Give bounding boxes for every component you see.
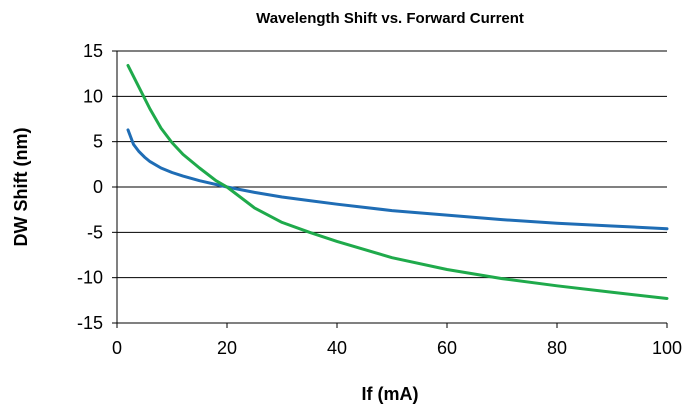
chart-title: Wavelength Shift vs. Forward Current: [256, 10, 524, 27]
x-axis-ticks: 0 20 40 60 80 100: [112, 323, 682, 358]
x-tick-label: 20: [217, 338, 237, 358]
y-tick-label: -10: [77, 268, 103, 288]
x-axis-title: If (mA): [362, 384, 419, 404]
y-axis-ticks: 15 10 5 0 -5 -10 -15: [77, 41, 117, 333]
y-tick-label: -5: [87, 222, 103, 242]
y-tick-label: 0: [93, 177, 103, 197]
x-tick-label: 40: [327, 338, 347, 358]
y-tick-label: 15: [83, 41, 103, 61]
x-tick-label: 80: [547, 338, 567, 358]
gridlines: [117, 50, 667, 279]
y-tick-label: 5: [93, 132, 103, 152]
series-line-2: [126, 64, 669, 300]
y-axis-title: DW Shift (nm): [11, 128, 31, 247]
x-tick-label: 100: [652, 338, 682, 358]
y-tick-label: -15: [77, 313, 103, 333]
x-tick-label: 60: [437, 338, 457, 358]
x-tick-label: 0: [112, 338, 122, 358]
series-line-1: [126, 128, 669, 231]
y-tick-label: 10: [83, 86, 103, 106]
series-layer: [126, 64, 669, 300]
